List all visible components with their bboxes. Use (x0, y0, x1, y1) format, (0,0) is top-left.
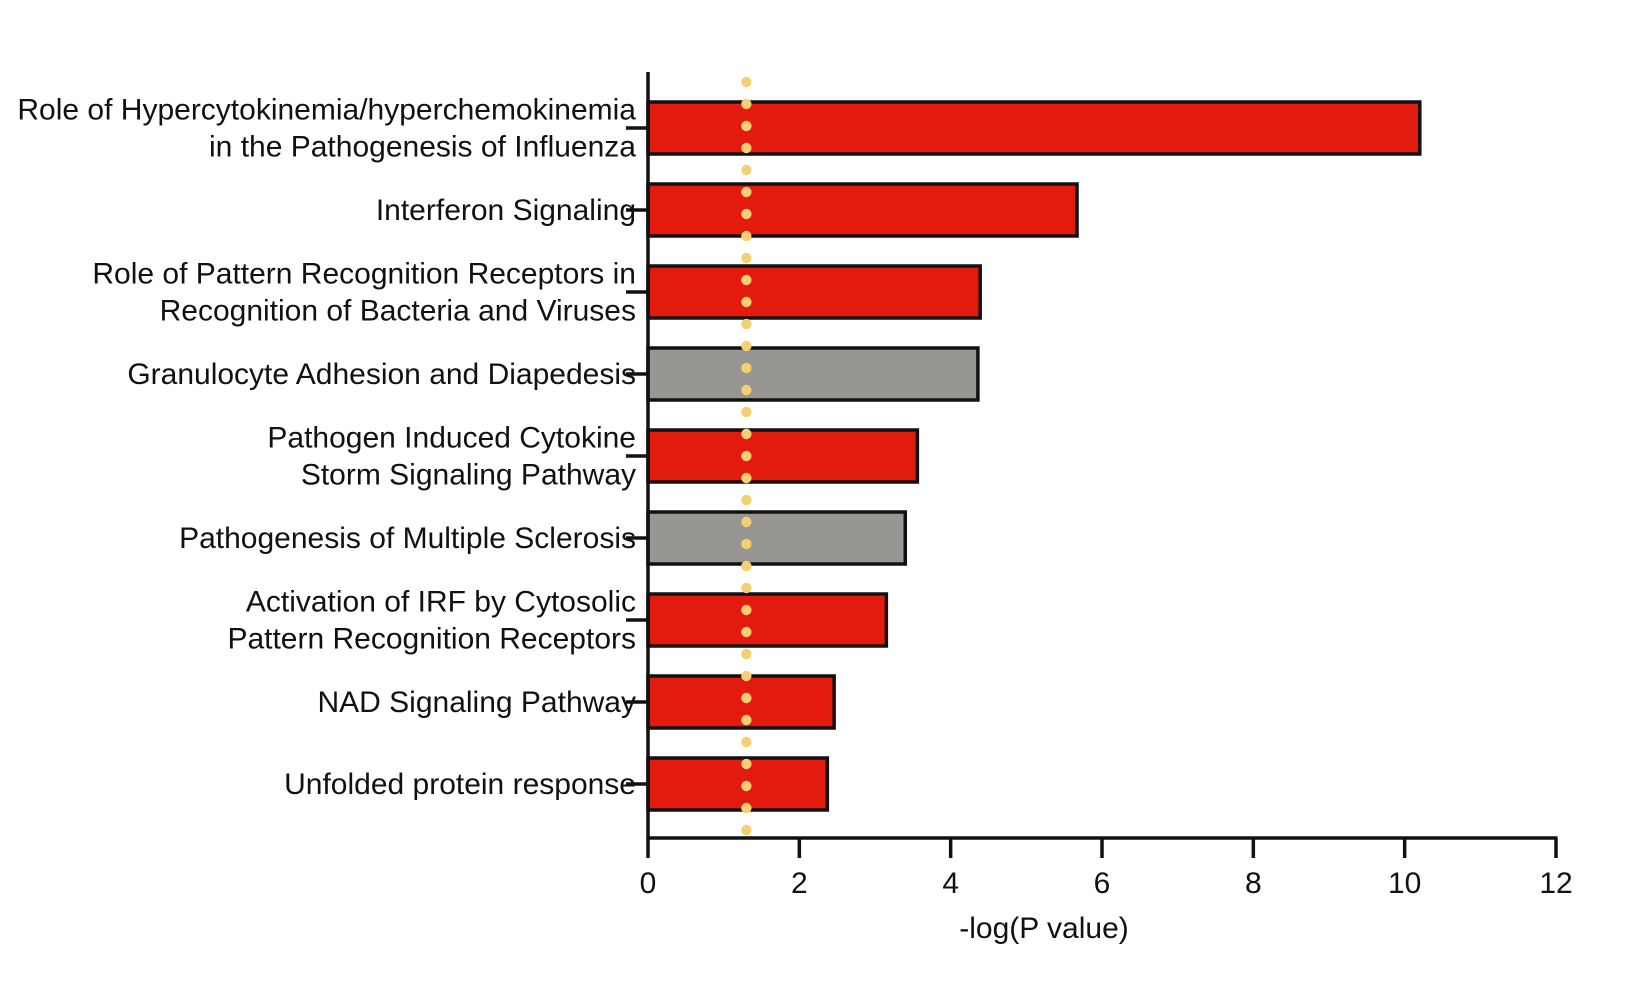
threshold-dot (741, 186, 752, 198)
category-label-line: Interferon Signaling (376, 194, 636, 227)
threshold-dot (741, 450, 752, 462)
x-tick-label: 6 (1094, 867, 1111, 900)
category-label: Activation of IRF by Cytosolic Pattern Re… (227, 586, 636, 656)
threshold-dot (741, 76, 752, 88)
x-tick-label: 4 (942, 867, 959, 900)
bar-9 (646, 756, 830, 812)
threshold-dot (741, 406, 752, 418)
threshold-dot (741, 736, 752, 748)
threshold-dot (741, 164, 752, 176)
threshold-dot (741, 384, 752, 396)
threshold-dot (741, 472, 752, 484)
threshold-dot (741, 142, 752, 154)
category-label-line: Recognition of Bacteria and Viruses (160, 295, 636, 328)
x-tick-label: 0 (640, 867, 657, 900)
x-tick-label: 2 (791, 867, 808, 900)
threshold-dot (741, 692, 752, 704)
threshold-dot (741, 538, 752, 550)
y-tick-marks (626, 126, 648, 786)
x-axis-title: -log(P value) (959, 912, 1129, 945)
category-label: Granulocyte Adhesion and Diapedesis (127, 358, 636, 391)
category-label-line: Role of Hypercytokinemia/hyperchemokinem… (17, 94, 636, 127)
threshold-dot (741, 802, 752, 814)
threshold-dot (741, 340, 752, 352)
x-tick-marks (646, 838, 1558, 858)
category-label: Interferon Signaling (376, 194, 636, 227)
threshold-dot (741, 494, 752, 506)
bar-4 (646, 346, 980, 402)
category-label-line: Activation of IRF by Cytosolic (246, 586, 636, 619)
category-label-line: Storm Signaling Pathway (301, 459, 636, 492)
threshold-dot (741, 604, 752, 616)
category-label-line: Pathogenesis of Multiple Sclerosis (179, 522, 636, 555)
threshold-dot (741, 318, 752, 330)
bar-7 (646, 592, 889, 648)
threshold-dot (741, 252, 752, 264)
x-tick-label: 10 (1388, 867, 1421, 900)
threshold-line (741, 76, 752, 836)
category-label-line: NAD Signaling Pathway (317, 686, 636, 719)
threshold-dot (741, 230, 752, 242)
category-label-line: Role of Pattern Recognition Receptors in (92, 258, 636, 291)
category-labels: Role of Hypercytokinemia/hyperchemokinem… (17, 94, 636, 802)
bar-5 (646, 428, 920, 484)
category-label-line: Pathogen Induced Cytokine (267, 422, 636, 455)
threshold-dot (741, 714, 752, 726)
threshold-dot (741, 560, 752, 572)
category-label-line: in the Pathogenesis of Influenza (209, 131, 636, 164)
threshold-dot (741, 428, 752, 440)
category-label: Unfolded protein response (284, 768, 636, 801)
threshold-dot (741, 98, 752, 110)
category-label: Pathogen Induced Cytokine Storm Signaling… (267, 422, 636, 492)
bar-2 (646, 182, 1079, 238)
threshold-dot (741, 758, 752, 770)
x-tick-label: 8 (1245, 867, 1262, 900)
category-label: Pathogenesis of Multiple Sclerosis (179, 522, 636, 555)
threshold-dot (741, 626, 752, 638)
bar-8 (646, 674, 836, 730)
category-label: Role of Hypercytokinemia/hyperchemokinem… (17, 94, 636, 164)
threshold-dot (741, 274, 752, 286)
threshold-dot (741, 824, 752, 836)
threshold-dot (741, 582, 752, 594)
threshold-dot (741, 516, 752, 528)
category-label: NAD Signaling Pathway (317, 686, 636, 719)
bar-1 (646, 100, 1422, 156)
threshold-dot (741, 780, 752, 792)
threshold-dot (741, 648, 752, 660)
category-label-line: Granulocyte Adhesion and Diapedesis (127, 358, 636, 391)
threshold-dot (741, 120, 752, 132)
bar-6 (646, 510, 908, 566)
category-label: Role of Pattern Recognition Receptors in… (92, 258, 636, 328)
x-tick-labels: 0 2 4 6 8 10 12 (640, 867, 1573, 900)
threshold-dot (741, 362, 752, 374)
threshold-dot (741, 296, 752, 308)
threshold-dot (741, 670, 752, 682)
category-label-line: Pattern Recognition Receptors (227, 623, 636, 656)
x-tick-label: 12 (1539, 867, 1572, 900)
bar-3 (646, 264, 982, 320)
threshold-dot (741, 208, 752, 220)
category-label-line: Unfolded protein response (284, 768, 636, 801)
bars-layer (646, 100, 1422, 812)
